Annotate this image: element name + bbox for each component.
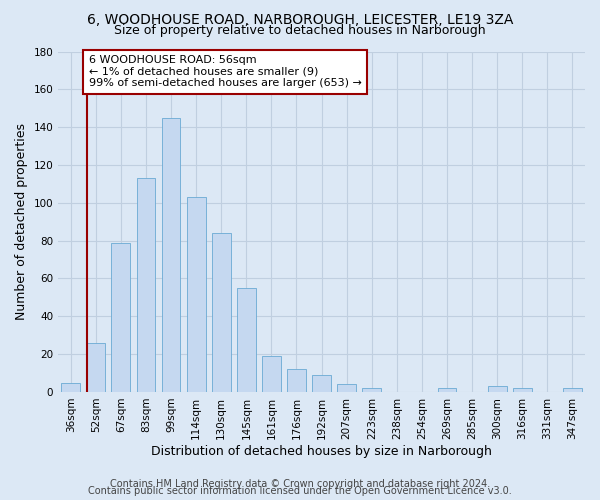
Bar	[137, 178, 155, 392]
Text: Size of property relative to detached houses in Narborough: Size of property relative to detached ho…	[114, 24, 486, 37]
Bar	[287, 370, 306, 392]
Bar	[513, 388, 532, 392]
Bar	[362, 388, 381, 392]
Text: 6, WOODHOUSE ROAD, NARBOROUGH, LEICESTER, LE19 3ZA: 6, WOODHOUSE ROAD, NARBOROUGH, LEICESTER…	[87, 12, 513, 26]
X-axis label: Distribution of detached houses by size in Narborough: Distribution of detached houses by size …	[151, 444, 492, 458]
Bar	[212, 233, 230, 392]
Bar	[262, 356, 281, 392]
Bar	[312, 375, 331, 392]
Bar	[187, 197, 206, 392]
Bar	[488, 386, 506, 392]
Bar	[161, 118, 181, 392]
Text: Contains public sector information licensed under the Open Government Licence v3: Contains public sector information licen…	[88, 486, 512, 496]
Y-axis label: Number of detached properties: Number of detached properties	[15, 123, 28, 320]
Bar	[86, 343, 105, 392]
Bar	[61, 382, 80, 392]
Text: Contains HM Land Registry data © Crown copyright and database right 2024.: Contains HM Land Registry data © Crown c…	[110, 479, 490, 489]
Bar	[563, 388, 582, 392]
Bar	[337, 384, 356, 392]
Bar	[437, 388, 457, 392]
Bar	[112, 242, 130, 392]
Bar	[237, 288, 256, 392]
Text: 6 WOODHOUSE ROAD: 56sqm
← 1% of detached houses are smaller (9)
99% of semi-deta: 6 WOODHOUSE ROAD: 56sqm ← 1% of detached…	[89, 56, 362, 88]
